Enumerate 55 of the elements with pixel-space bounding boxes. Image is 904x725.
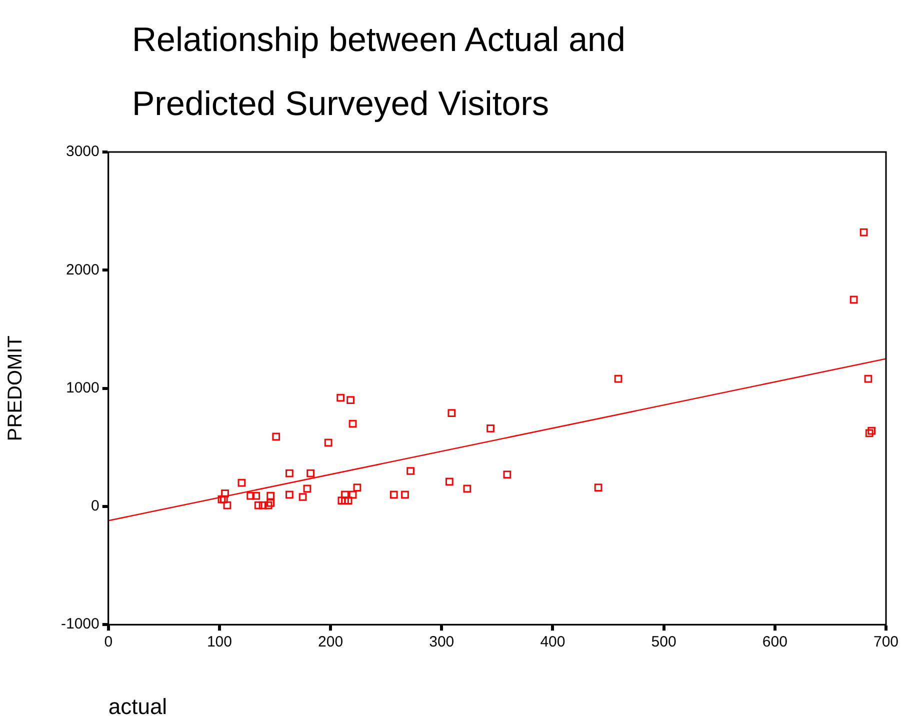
point <box>306 469 314 478</box>
x-tick-label: 700 <box>873 634 899 651</box>
point <box>346 396 354 404</box>
point <box>594 484 602 492</box>
point <box>406 467 414 475</box>
point <box>266 492 274 500</box>
point <box>614 374 622 383</box>
point <box>218 495 226 504</box>
point <box>850 296 858 304</box>
x-tick-label: 200 <box>318 634 344 651</box>
y-tick-label: 3000 <box>66 143 100 160</box>
point <box>324 438 332 447</box>
point <box>254 501 262 510</box>
point <box>463 484 472 493</box>
x-tick-label: 0 <box>104 634 113 651</box>
x-tick-label: 500 <box>651 634 676 651</box>
point <box>286 490 294 499</box>
point <box>348 490 357 499</box>
point <box>401 490 409 499</box>
point <box>223 501 232 510</box>
point <box>298 493 307 501</box>
point <box>264 501 272 510</box>
point <box>286 469 294 478</box>
point <box>272 432 280 441</box>
point <box>258 501 267 510</box>
x-tick-label: 400 <box>540 634 566 651</box>
point <box>336 394 344 402</box>
point <box>860 228 868 236</box>
point <box>486 424 494 432</box>
y-tick-label: -1000 <box>60 616 100 633</box>
chart-title: Relationship between Actual and Predicted Surveyed Visitors <box>132 20 626 125</box>
x-tick-label: 600 <box>762 634 788 651</box>
point <box>390 490 398 499</box>
point <box>341 490 349 499</box>
point <box>303 484 312 493</box>
y-axis-title: PREDOMIT <box>4 336 27 442</box>
y-tick-label: 2000 <box>66 261 100 278</box>
y-tick-label: 1000 <box>66 379 100 396</box>
point <box>252 492 260 500</box>
x-tick-label: 300 <box>429 634 454 651</box>
x-tick-label: 100 <box>206 634 232 651</box>
point <box>246 492 254 500</box>
point <box>868 426 876 435</box>
point <box>445 478 454 486</box>
x-axis-title: actual <box>108 694 168 719</box>
point <box>266 498 274 507</box>
y-tick-label: 0 <box>91 498 100 515</box>
point <box>221 490 229 498</box>
point <box>503 470 512 478</box>
point <box>348 420 357 428</box>
point <box>448 409 456 418</box>
point <box>864 374 872 383</box>
point <box>238 478 246 487</box>
point <box>865 429 874 438</box>
point <box>353 484 362 492</box>
